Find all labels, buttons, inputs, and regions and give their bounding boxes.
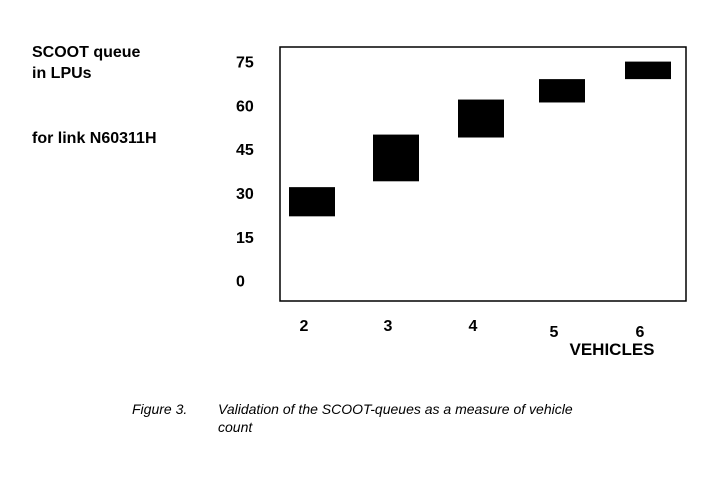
range-bar xyxy=(458,99,504,138)
y-axis-label-line2: in LPUs xyxy=(32,65,92,82)
range-bar xyxy=(289,187,335,217)
plot-frame xyxy=(279,46,687,302)
figure-caption-text: Validation of the SCOOT-queues as a meas… xyxy=(218,401,573,435)
y-axis-label: SCOOT queue in LPUs xyxy=(32,42,140,84)
x-tick-label: 2 xyxy=(300,318,309,335)
y-tick-label: 30 xyxy=(236,186,254,203)
y-tick-label: 15 xyxy=(236,230,254,247)
x-tick-label: 5 xyxy=(550,324,559,341)
y-tick-label: 0 xyxy=(236,274,245,291)
x-axis-label: VEHICLES xyxy=(569,340,654,359)
range-bar xyxy=(625,61,671,80)
y-tick-label: 45 xyxy=(236,142,254,159)
x-tick-label: 4 xyxy=(469,318,478,335)
y-tick-label: 75 xyxy=(236,55,254,72)
y-axis-label-line1: SCOOT queue xyxy=(32,44,141,61)
range-bar xyxy=(539,79,585,103)
range-bar xyxy=(373,134,419,182)
y-tick-label: 60 xyxy=(236,98,254,115)
figure-number: Figure 3. xyxy=(132,401,188,417)
x-tick-label: 3 xyxy=(384,318,393,335)
x-tick-label: 6 xyxy=(636,324,645,341)
link-label: for link N60311H xyxy=(32,130,157,147)
